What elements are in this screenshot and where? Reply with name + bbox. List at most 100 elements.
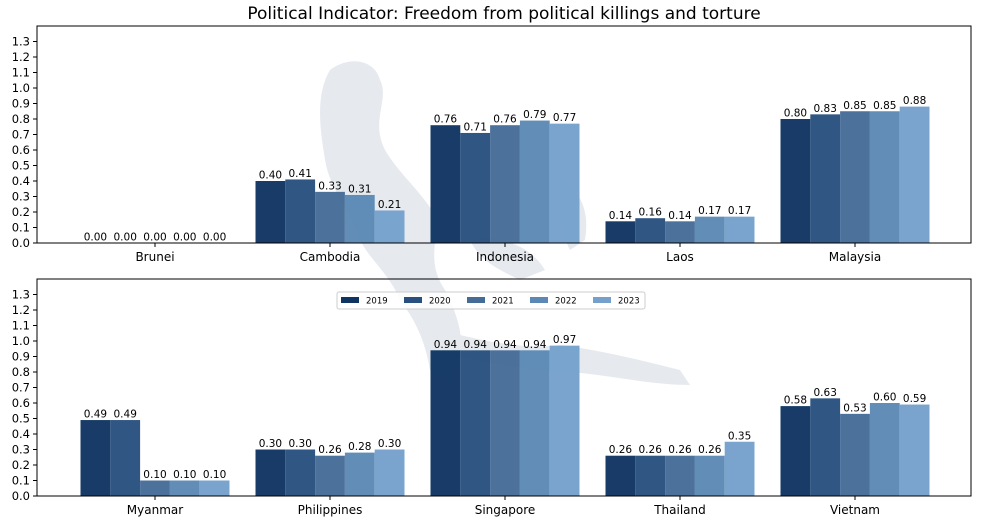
value-label: 0.10 xyxy=(143,469,166,481)
y-tick-label: 0.6 xyxy=(12,396,30,410)
bar-thailand-2020 xyxy=(635,455,666,496)
panel-1: 0.00 0.00 0.00 0.00 0.00 Brunei 0.40 0.41 0.33 0.… xyxy=(12,25,972,264)
value-label: 0.28 xyxy=(348,441,371,453)
bar-laos-2021 xyxy=(665,221,695,243)
bar-myanmar-2019 xyxy=(80,420,111,496)
bar-malaysia-2019 xyxy=(780,119,811,243)
value-label: 0.85 xyxy=(873,100,896,112)
bar-singapore-2020 xyxy=(460,350,491,496)
value-label: 0.26 xyxy=(609,444,633,456)
y-tick-label: 0.0 xyxy=(12,236,30,250)
y-tick-label: 0.9 xyxy=(12,350,30,364)
value-label: 0.76 xyxy=(493,114,517,126)
legend-swatch-2022 xyxy=(530,297,548,303)
y-tick-label: 0.7 xyxy=(12,381,30,395)
category-label: Myanmar xyxy=(127,503,183,517)
value-label: 0.16 xyxy=(639,207,663,219)
value-label: 0.17 xyxy=(698,205,721,217)
value-label: 0.53 xyxy=(843,402,866,414)
value-label: 0.14 xyxy=(609,210,633,222)
category-label: Brunei xyxy=(135,250,174,264)
value-label: 0.94 xyxy=(434,339,458,351)
y-tick-label: 0.3 xyxy=(12,190,30,204)
bar-singapore-2022 xyxy=(519,350,550,496)
value-label: 0.76 xyxy=(434,114,458,126)
bar-vietnam-2021 xyxy=(840,413,870,496)
bar-singapore-2021 xyxy=(490,350,520,496)
category-label: Singapore xyxy=(475,503,536,517)
y-tick-label: 0.3 xyxy=(12,443,30,457)
bar-myanmar-2020 xyxy=(110,420,141,496)
value-label: 0.00 xyxy=(203,232,226,244)
category-label: Cambodia xyxy=(300,250,361,264)
bar-malaysia-2023 xyxy=(899,106,930,243)
value-label: 0.00 xyxy=(114,232,137,244)
value-label: 0.21 xyxy=(378,199,401,211)
bar-indonesia-2023 xyxy=(549,123,580,243)
category-label: Indonesia xyxy=(476,250,534,264)
y-tick-label: 0.0 xyxy=(12,489,30,503)
value-label: 0.41 xyxy=(289,168,312,180)
bar-thailand-2021 xyxy=(665,455,695,496)
bar-malaysia-2021 xyxy=(840,111,870,243)
value-label: 0.59 xyxy=(903,393,926,405)
bar-laos-2019 xyxy=(605,221,636,243)
y-tick-label: 0.4 xyxy=(12,427,30,441)
bar-vietnam-2020 xyxy=(810,398,841,496)
bar-philippines-2020 xyxy=(285,449,316,496)
bar-thailand-2022 xyxy=(694,455,725,496)
legend-label-2019: 2019 xyxy=(366,297,388,307)
value-label: 0.00 xyxy=(173,232,196,244)
category-label: Malaysia xyxy=(829,250,881,264)
y-tick-label: 0.8 xyxy=(12,112,30,126)
category-label: Philippines xyxy=(298,503,363,517)
value-label: 0.80 xyxy=(784,108,807,120)
bar-laos-2023 xyxy=(724,216,755,243)
y-tick-label: 0.5 xyxy=(12,159,30,173)
value-label: 0.10 xyxy=(173,469,196,481)
panel-2: 0.49 0.49 0.10 0.10 0.10 Myanmar 0.30 0.30 0.26 0… xyxy=(12,278,972,517)
value-label: 0.00 xyxy=(84,232,107,244)
value-label: 0.14 xyxy=(668,210,692,222)
bar-vietnam-2023 xyxy=(899,404,930,496)
bar-cambodia-2020 xyxy=(285,179,316,243)
bar-thailand-2019 xyxy=(605,455,636,496)
value-label: 0.31 xyxy=(348,183,371,195)
y-tick-label: 0.7 xyxy=(12,128,30,142)
value-label: 0.40 xyxy=(259,170,282,182)
category-label: Thailand xyxy=(653,503,706,517)
bar-myanmar-2023 xyxy=(199,480,230,496)
y-tick-label: 1.3 xyxy=(12,288,30,302)
value-label: 0.26 xyxy=(698,444,722,456)
bar-cambodia-2021 xyxy=(315,191,345,243)
value-label: 0.97 xyxy=(553,334,576,346)
value-label: 0.94 xyxy=(523,339,547,351)
y-tick-label: 1.3 xyxy=(12,35,30,49)
bar-laos-2022 xyxy=(694,216,725,243)
bar-myanmar-2022 xyxy=(169,480,200,496)
value-label: 0.88 xyxy=(903,95,926,107)
legend-box xyxy=(336,291,646,310)
legend-label-2020: 2020 xyxy=(429,297,451,307)
y-tick-label: 1.1 xyxy=(12,319,30,333)
y-tick-label: 0.6 xyxy=(12,143,30,157)
value-label: 0.30 xyxy=(289,438,312,450)
bar-laos-2020 xyxy=(635,218,666,243)
value-label: 0.26 xyxy=(639,444,663,456)
chart-title: Political Indicator: Freedom from politi… xyxy=(247,4,760,24)
bar-thailand-2023 xyxy=(724,441,755,496)
bar-singapore-2023 xyxy=(549,345,580,496)
value-label: 0.85 xyxy=(843,100,866,112)
value-label: 0.63 xyxy=(814,387,837,399)
legend-label-2022: 2022 xyxy=(555,297,577,307)
y-tick-label: 0.8 xyxy=(12,365,30,379)
category-label: Laos xyxy=(666,250,694,264)
value-label: 0.71 xyxy=(464,121,487,133)
y-tick-label: 1.2 xyxy=(12,50,30,64)
legend-label-2023: 2023 xyxy=(618,297,640,307)
value-label: 0.79 xyxy=(523,109,546,121)
value-label: 0.00 xyxy=(143,232,166,244)
y-tick-label: 0.4 xyxy=(12,174,30,188)
y-tick-label: 0.2 xyxy=(12,205,30,219)
value-label: 0.26 xyxy=(318,444,342,456)
